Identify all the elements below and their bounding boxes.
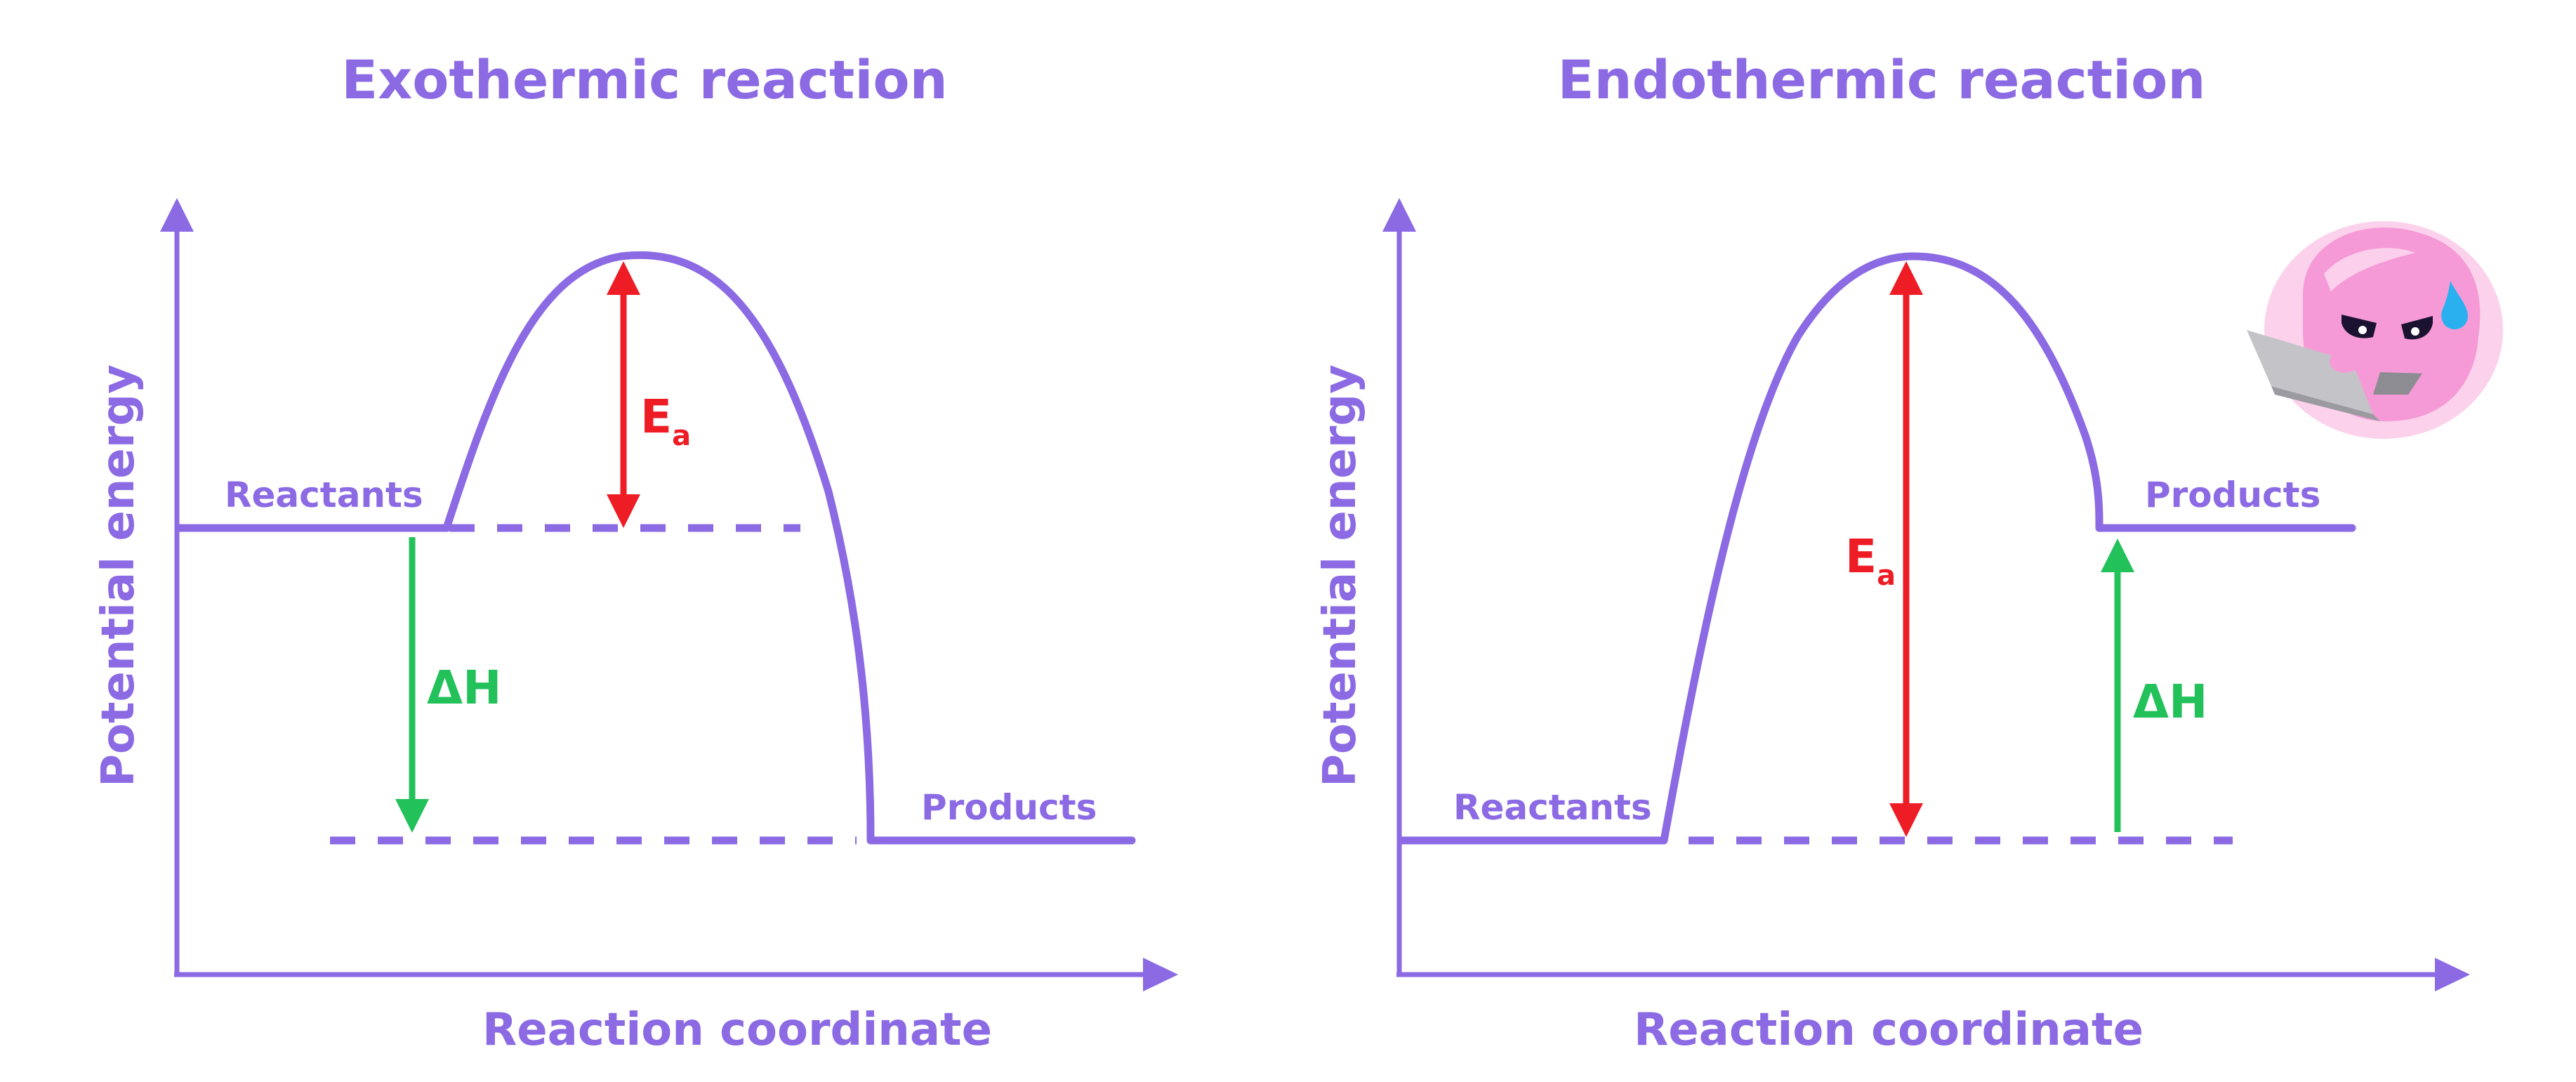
endo-activation-arrow-head-top: [1889, 261, 1923, 295]
exo-y-axis-label: Potential energy: [93, 364, 145, 787]
exothermic-title: Exothermic reaction: [341, 48, 947, 111]
exo-activation-label: Ea: [640, 390, 691, 452]
exo-products-label: Products: [921, 787, 1097, 828]
endo-enthalpy-arrow-head: [2101, 539, 2134, 572]
exo-energy-curve: [175, 251, 1136, 845]
endo-y-axis-arrowhead: [1382, 198, 1416, 232]
exo-reactants-label: Reactants: [225, 475, 423, 515]
exo-x-axis-arrowhead: [1143, 958, 1178, 991]
exothermic-panel: Exothermic reaction Potential energy Rea…: [93, 48, 1178, 1056]
endo-x-axis-arrowhead: [2435, 958, 2470, 991]
exo-enthalpy-label: ΔH: [427, 661, 501, 715]
blob-mascot-with-laptop-icon: [2247, 221, 2503, 439]
endothermic-panel: Endothermic reaction Potential energy Re…: [1314, 48, 2470, 1056]
endo-activation-arrow-head-bottom: [1889, 803, 1923, 837]
endothermic-title: Endothermic reaction: [1558, 48, 2206, 111]
exo-activation-arrow-head-top: [607, 261, 640, 295]
endo-products-label: Products: [2145, 475, 2320, 515]
endo-enthalpy-label: ΔH: [2133, 675, 2207, 729]
exo-activation-arrow-head-bottom: [607, 494, 640, 528]
endo-x-axis-label: Reaction coordinate: [1634, 1004, 2144, 1056]
endo-activation-label: Ea: [1845, 529, 1896, 592]
exo-y-axis-arrowhead: [160, 198, 194, 232]
endo-reactants-label: Reactants: [1453, 787, 1652, 828]
endo-y-axis-label: Potential energy: [1314, 364, 1366, 787]
exo-x-axis-label: Reaction coordinate: [482, 1004, 992, 1056]
exo-enthalpy-arrow-head: [395, 799, 429, 833]
endo-energy-curve: [1397, 252, 2356, 845]
